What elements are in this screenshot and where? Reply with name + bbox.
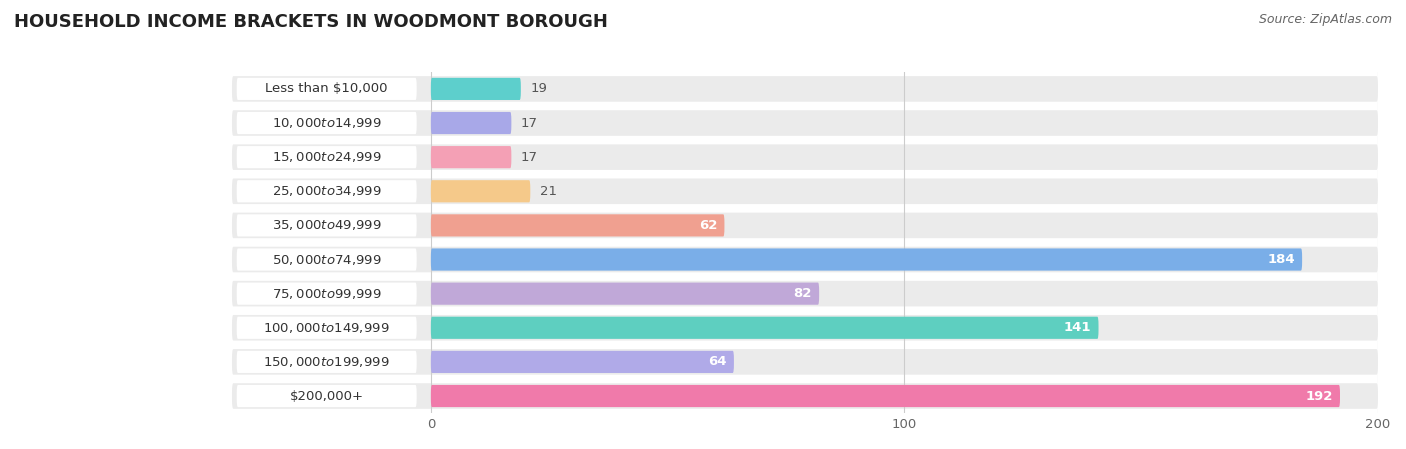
FancyBboxPatch shape bbox=[430, 214, 724, 237]
Text: 21: 21 bbox=[540, 185, 557, 198]
FancyBboxPatch shape bbox=[236, 214, 416, 237]
FancyBboxPatch shape bbox=[232, 145, 1378, 170]
FancyBboxPatch shape bbox=[236, 248, 416, 271]
FancyBboxPatch shape bbox=[236, 78, 416, 100]
Text: $100,000 to $149,999: $100,000 to $149,999 bbox=[263, 321, 389, 335]
Text: 141: 141 bbox=[1064, 321, 1091, 334]
Text: $10,000 to $14,999: $10,000 to $14,999 bbox=[271, 116, 381, 130]
FancyBboxPatch shape bbox=[430, 78, 520, 100]
Text: 17: 17 bbox=[520, 117, 538, 129]
FancyBboxPatch shape bbox=[236, 385, 416, 407]
FancyBboxPatch shape bbox=[236, 180, 416, 202]
Text: $50,000 to $74,999: $50,000 to $74,999 bbox=[271, 252, 381, 267]
FancyBboxPatch shape bbox=[236, 112, 416, 134]
Text: $25,000 to $34,999: $25,000 to $34,999 bbox=[271, 184, 381, 198]
FancyBboxPatch shape bbox=[232, 179, 1378, 204]
Text: 192: 192 bbox=[1306, 390, 1333, 402]
Text: $200,000+: $200,000+ bbox=[290, 390, 364, 402]
FancyBboxPatch shape bbox=[232, 76, 1378, 102]
FancyBboxPatch shape bbox=[232, 349, 1378, 374]
FancyBboxPatch shape bbox=[430, 112, 512, 134]
Text: Less than $10,000: Less than $10,000 bbox=[266, 83, 388, 95]
FancyBboxPatch shape bbox=[232, 213, 1378, 238]
Text: 82: 82 bbox=[793, 287, 813, 300]
Text: 62: 62 bbox=[699, 219, 717, 232]
Text: $150,000 to $199,999: $150,000 to $199,999 bbox=[263, 355, 389, 369]
FancyBboxPatch shape bbox=[232, 281, 1378, 306]
FancyBboxPatch shape bbox=[232, 110, 1378, 136]
FancyBboxPatch shape bbox=[236, 351, 416, 373]
FancyBboxPatch shape bbox=[430, 248, 1302, 271]
FancyBboxPatch shape bbox=[232, 315, 1378, 341]
Text: $35,000 to $49,999: $35,000 to $49,999 bbox=[271, 218, 381, 233]
FancyBboxPatch shape bbox=[430, 180, 530, 202]
Text: Source: ZipAtlas.com: Source: ZipAtlas.com bbox=[1258, 13, 1392, 26]
Text: 17: 17 bbox=[520, 151, 538, 163]
FancyBboxPatch shape bbox=[430, 385, 1340, 407]
FancyBboxPatch shape bbox=[232, 247, 1378, 272]
FancyBboxPatch shape bbox=[236, 282, 416, 305]
Text: 184: 184 bbox=[1267, 253, 1295, 266]
Text: 19: 19 bbox=[530, 83, 547, 95]
FancyBboxPatch shape bbox=[236, 317, 416, 339]
FancyBboxPatch shape bbox=[430, 282, 820, 305]
Text: $75,000 to $99,999: $75,000 to $99,999 bbox=[271, 286, 381, 301]
FancyBboxPatch shape bbox=[430, 351, 734, 373]
FancyBboxPatch shape bbox=[430, 146, 512, 168]
Text: 64: 64 bbox=[709, 356, 727, 368]
Text: HOUSEHOLD INCOME BRACKETS IN WOODMONT BOROUGH: HOUSEHOLD INCOME BRACKETS IN WOODMONT BO… bbox=[14, 13, 607, 31]
FancyBboxPatch shape bbox=[232, 383, 1378, 409]
Text: $15,000 to $24,999: $15,000 to $24,999 bbox=[271, 150, 381, 164]
FancyBboxPatch shape bbox=[430, 317, 1098, 339]
FancyBboxPatch shape bbox=[236, 146, 416, 168]
